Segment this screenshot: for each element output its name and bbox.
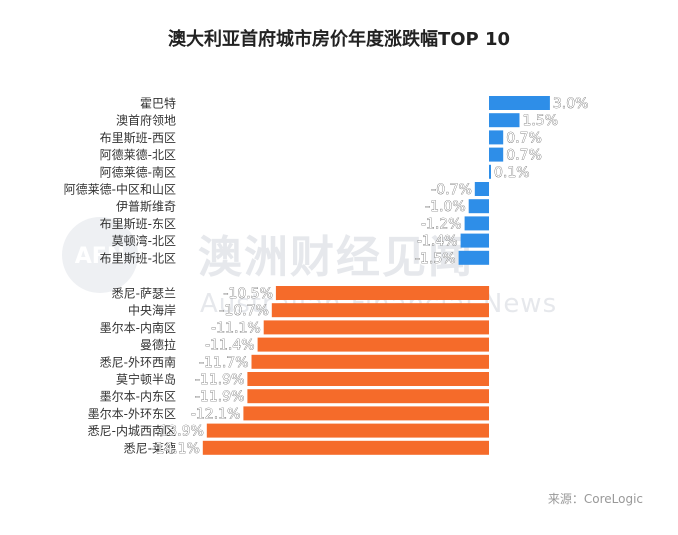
category-label: 中央海岸 xyxy=(128,303,176,318)
category-label: 曼德拉 xyxy=(140,337,176,352)
bar-top-9 xyxy=(458,250,490,265)
bar-top-6 xyxy=(468,199,489,214)
value-label: -14.1% xyxy=(150,441,200,457)
source-note: 来源：CoreLogic xyxy=(548,492,643,506)
category-label: 阿德莱德-北区 xyxy=(100,147,176,162)
category-label: 澳首府领地 xyxy=(116,113,176,128)
bar-bottom-9 xyxy=(202,440,490,455)
bar-top-2 xyxy=(489,130,504,145)
value-label: -11.1% xyxy=(211,320,261,336)
value-label: 1.5% xyxy=(523,113,559,129)
watermark-text-cn: 澳洲财经见闻 xyxy=(198,232,474,283)
value-label: -0.7% xyxy=(431,182,472,198)
category-label: 悉尼-莱德 xyxy=(124,440,176,455)
value-label: -10.5% xyxy=(223,286,273,302)
value-label: -12.1% xyxy=(191,406,241,422)
watermark-badge-text: AFN xyxy=(75,244,125,269)
chart-title: 澳大利亚首府城市房价年度涨跌幅TOP 10 xyxy=(168,28,510,50)
bar-top-4 xyxy=(489,164,491,179)
value-label: -10.7% xyxy=(219,303,269,319)
bar-top-5 xyxy=(474,182,489,196)
bar-bottom-8 xyxy=(206,423,490,438)
value-label: -1.5% xyxy=(415,251,456,267)
bar-bottom-1 xyxy=(271,303,489,318)
value-label: -1.4% xyxy=(417,234,458,250)
category-label: 阿德莱德-中区和山区 xyxy=(64,182,176,197)
value-label: 3.0% xyxy=(553,96,589,112)
category-label: 墨尔本-内南区 xyxy=(100,320,176,335)
category-label: 阿德莱德-南区 xyxy=(100,164,176,179)
bar-bottom-7 xyxy=(243,406,489,421)
bar-top-7 xyxy=(464,216,489,231)
category-label: 布里斯班-北区 xyxy=(100,251,176,265)
category-label: 布里斯班-西区 xyxy=(100,131,176,145)
category-label: 悉尼-内城西南区 xyxy=(88,423,176,438)
category-label: 布里斯班-东区 xyxy=(100,217,176,231)
bar-top-0 xyxy=(489,96,550,110)
category-label: 霍巴特 xyxy=(140,96,176,111)
bar-bottom-3 xyxy=(257,337,489,352)
bar-bottom-0 xyxy=(275,286,490,300)
category-label: 莫宁顿半岛 xyxy=(116,372,176,387)
category-label: 墨尔本-外环东区 xyxy=(88,406,176,421)
bar-bottom-5 xyxy=(247,372,489,386)
bar-top-8 xyxy=(460,233,489,248)
category-label: 伊普斯维奇 xyxy=(116,200,176,214)
bar-bottom-2 xyxy=(263,320,489,335)
bar-top-3 xyxy=(489,147,504,162)
value-label: -11.9% xyxy=(195,372,245,388)
category-label: 悉尼-外环西南 xyxy=(100,354,176,369)
value-label: -1.0% xyxy=(425,199,466,215)
value-label: 0.7% xyxy=(506,130,542,146)
category-label: 墨尔本-内东区 xyxy=(100,389,176,404)
watermark-badge xyxy=(62,217,138,293)
value-label: -11.4% xyxy=(205,338,255,354)
value-label: 0.1% xyxy=(494,165,530,181)
category-label: 莫顿湾-北区 xyxy=(112,233,176,248)
bar-bottom-6 xyxy=(247,389,489,404)
value-label: 0.7% xyxy=(506,148,542,164)
category-label: 悉尼-萨瑟兰 xyxy=(112,287,176,301)
value-label: -13.9% xyxy=(154,424,204,440)
value-label: -11.9% xyxy=(195,389,245,405)
value-label: -1.2% xyxy=(421,216,462,232)
bar-bottom-4 xyxy=(251,354,489,369)
bar-top-1 xyxy=(489,113,520,128)
value-label: -11.7% xyxy=(199,355,249,371)
bars-group: 霍巴特 3.0% 澳首府领地 1.5% 布里斯班-西区 0.7% 阿德莱德-北区 0.7% 阿德… xyxy=(64,96,589,458)
